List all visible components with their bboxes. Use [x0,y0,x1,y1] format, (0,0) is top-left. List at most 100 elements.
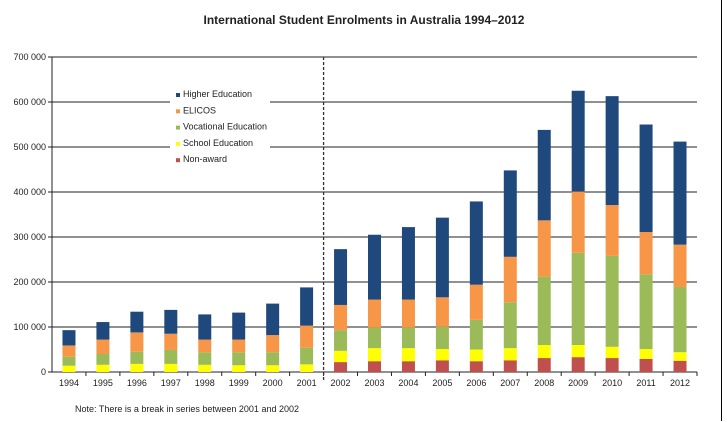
bar-school-education-2000 [266,365,280,372]
bar-vocational-education-2006 [469,319,483,350]
bar-elicos-2004 [401,299,415,328]
bar-elicos-1994 [62,345,76,357]
bar-elicos-2009 [571,191,585,253]
x-tick-label: 1995 [93,378,113,388]
bars [62,90,687,372]
bar-higher-education-2006 [469,201,483,285]
bar-non-award-2011 [639,358,653,372]
bar-higher-education-2000 [266,303,280,336]
x-tick-label: 2006 [466,378,486,388]
y-tick-label: 400 000 [13,187,46,197]
bar-vocational-education-1996 [130,351,144,364]
bar-school-education-1999 [232,365,246,372]
bar-school-education-2009 [571,345,585,358]
bar-vocational-education-2011 [639,274,653,350]
bar-vocational-education-2000 [266,352,280,366]
bar-school-education-2008 [537,345,551,359]
bar-non-award-2004 [401,361,415,372]
bar-vocational-education-2012 [673,286,687,353]
chart-note: Note: There is a break in series between… [75,404,299,414]
x-tick-label: 1994 [59,378,79,388]
bar-non-award-2008 [537,358,551,372]
legend: Higher Education ELICOS Vocational Educati… [170,87,270,172]
x-tick-label: 2010 [602,378,622,388]
bar-elicos-2007 [503,256,517,303]
bar-vocational-education-2001 [300,347,314,365]
bar-school-education-1995 [96,364,110,372]
bar-vocational-education-2002 [334,330,348,351]
bar-higher-education-2008 [537,129,551,221]
bar-non-award-2009 [571,357,585,372]
bar-school-education-2005 [435,349,449,361]
bar-vocational-education-2004 [401,327,415,349]
bar-higher-education-2001 [300,287,314,326]
bar-elicos-2010 [605,205,619,256]
bar-higher-education-2011 [639,124,653,233]
bar-higher-education-2002 [334,249,348,305]
bar-vocational-education-2008 [537,276,551,345]
x-tick-label: 2004 [398,378,418,388]
bar-non-award-2006 [469,361,483,372]
bar-elicos-1995 [96,339,110,354]
bar-elicos-2011 [639,232,653,275]
bar-vocational-education-2010 [605,255,619,347]
bar-school-education-1996 [130,363,144,372]
bar-school-education-2007 [503,348,517,361]
bar-elicos-2002 [334,304,348,331]
bar-elicos-2001 [300,325,314,348]
bar-school-education-1998 [198,364,212,372]
bar-non-award-2012 [673,360,687,372]
bar-vocational-education-1999 [232,352,246,366]
bar-school-education-2001 [300,364,314,372]
x-axis-ticks: 1994 1995 1996 1997 1998 1999 2000 2001 2002 2003… [59,372,698,388]
y-tick-label: 0 [41,367,46,377]
legend-label: Higher Education [183,89,252,99]
y-tick-label: 100 000 [13,322,46,332]
bar-higher-education-1997 [164,309,178,334]
bar-non-award-2005 [435,360,449,372]
bar-non-award-2010 [605,358,619,372]
bar-elicos-1998 [198,339,212,353]
bar-higher-education-2009 [571,90,585,192]
y-tick-label: 700 000 [13,52,46,62]
x-tick-label: 2008 [534,378,554,388]
legend-background [170,87,270,172]
bar-school-education-2004 [401,348,415,362]
bar-non-award-2007 [503,360,517,372]
x-tick-label: 1999 [229,378,249,388]
bar-higher-education-2004 [401,227,415,300]
x-tick-label: 1996 [127,378,147,388]
bar-school-education-2011 [639,349,653,359]
bar-elicos-2006 [469,284,483,320]
bar-vocational-education-2003 [368,327,381,349]
legend-label: Non-award [183,154,227,164]
x-tick-label: 1997 [161,378,181,388]
bar-higher-education-2012 [673,141,687,245]
bar-higher-education-2005 [435,217,449,298]
bar-higher-education-2010 [605,96,619,206]
bar-school-education-2010 [605,346,619,359]
bar-higher-education-2003 [368,234,381,300]
bar-school-education-2006 [469,349,483,362]
bar-school-education-2003 [368,348,381,362]
bar-elicos-2003 [368,299,381,328]
y-tick-label: 300 000 [13,232,46,242]
bar-school-education-1994 [62,365,76,372]
bar-elicos-2008 [537,220,551,277]
bar-non-award-2002 [334,362,348,372]
bar-elicos-1997 [164,333,178,350]
bar-school-education-2002 [334,350,348,363]
bar-vocational-education-1997 [164,349,178,364]
y-tick-label: 200 000 [13,277,46,287]
bar-school-education-1997 [164,363,178,372]
bar-elicos-2012 [673,244,687,287]
bar-vocational-education-1998 [198,352,212,365]
bar-higher-education-1995 [96,322,110,340]
bar-elicos-1999 [232,339,246,353]
x-tick-label: 2002 [331,378,351,388]
y-tick-label: 600 000 [13,97,46,107]
legend-swatch-higher-education [176,93,180,97]
legend-swatch-vocational-education [176,125,180,130]
